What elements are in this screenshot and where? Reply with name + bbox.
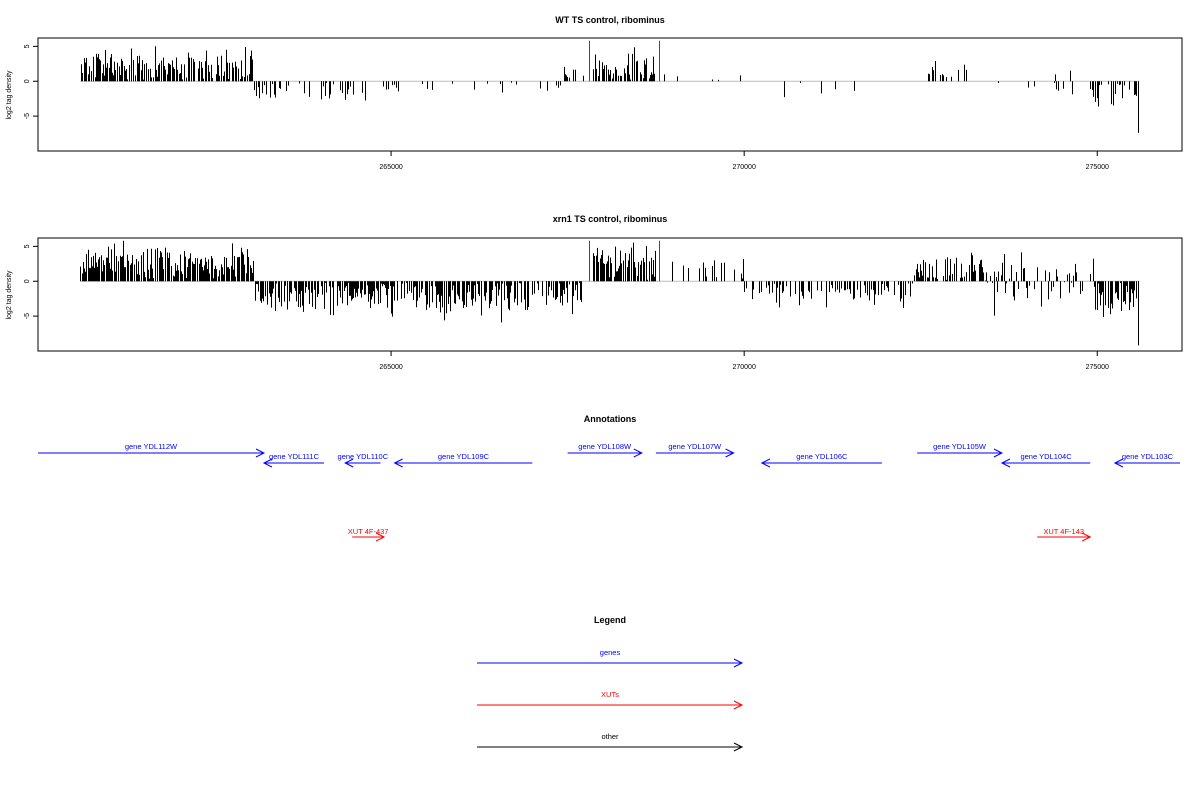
xut-layer: XUT 4F-437 XUT 4F-143 (348, 527, 1092, 542)
gene-label: gene YDL105W (933, 442, 987, 451)
y-tick-label: 0 (24, 79, 31, 83)
gene-label: gene YDL111C (269, 452, 320, 461)
legend-item: XUTs (477, 690, 744, 710)
wt-density-panel: WT TS control, ribominus log2 tag densit… (6, 15, 1183, 171)
legend-item: genes (477, 648, 744, 668)
legend-title: Legend (594, 615, 626, 625)
legend-item-label: genes (600, 648, 621, 657)
legend-item-label: other (601, 732, 619, 741)
gene-label: gene YDL109C (438, 452, 490, 461)
gene-label: gene YDL107W (668, 442, 722, 451)
gene-arrow: gene YDL112W (38, 442, 266, 458)
xut-label: XUT 4F-143 (1043, 527, 1084, 536)
legend-items: genes XUTs other (477, 648, 744, 752)
y-axis-label: log2 tag density (6, 270, 13, 320)
gene-arrow: gene YDL106C (760, 452, 882, 468)
x-tick-label: 275000 (1086, 164, 1109, 171)
legend-item: other (477, 732, 744, 752)
spike-layer (589, 40, 660, 82)
gene-label: gene YDL106C (796, 452, 848, 461)
bar-layer (80, 240, 1140, 346)
gene-layer: gene YDL112W gene YDL111C gene YDL110C gene… (38, 442, 1180, 468)
gene-arrow: gene YDL111C (262, 452, 324, 468)
gene-arrow: gene YDL109C (393, 452, 533, 468)
x-tick-label: 270000 (732, 364, 755, 371)
panel-title: xrn1 TS control, ribominus (553, 214, 668, 224)
y-tick-label: -5 (24, 113, 31, 119)
gene-label: gene YDL104C (1020, 452, 1072, 461)
x-tick-label: 270000 (732, 164, 755, 171)
panel-title: WT TS control, ribominus (555, 15, 665, 25)
gene-arrow: gene YDL108W (567, 442, 643, 458)
plot-frame (37, 37, 1183, 152)
gene-label: gene YDL110C (338, 452, 389, 461)
xut-arrow: XUT 4F-143 (1037, 527, 1092, 542)
gene-label: gene YDL103C (1122, 452, 1174, 461)
annotations-title: Annotations (584, 414, 637, 424)
y-tick-label: 5 (24, 244, 31, 248)
y-tick-label: 0 (24, 279, 31, 283)
y-axis-label: log2 tag density (6, 70, 13, 120)
gene-label: gene YDL112W (125, 442, 178, 451)
legend-item-label: XUTs (601, 690, 619, 699)
bar-layer (80, 46, 1140, 133)
gene-arrow: gene YDL103C (1113, 452, 1180, 468)
xrn1-density-panel: xrn1 TS control, ribominus log2 tag dens… (6, 214, 1183, 371)
spike-layer (589, 240, 660, 282)
gene-arrow: gene YDL110C (338, 452, 389, 468)
axis-layer: 265000 270000 275000 5 0 -5 (24, 244, 1109, 371)
gene-arrow: gene YDL107W (655, 442, 735, 458)
x-tick-label: 265000 (379, 364, 402, 371)
y-tick-label: -5 (24, 313, 31, 319)
gene-label: gene YDL108W (578, 442, 632, 451)
plot-frame (37, 237, 1183, 352)
gene-arrow: gene YDL104C (1000, 452, 1091, 468)
x-tick-label: 265000 (379, 164, 402, 171)
x-tick-label: 275000 (1086, 364, 1109, 371)
axis-layer: 265000 270000 275000 5 0 -5 (24, 44, 1109, 171)
gene-arrow: gene YDL105W (917, 442, 1004, 458)
xut-label: XUT 4F-437 (348, 527, 389, 536)
y-tick-label: 5 (24, 44, 31, 48)
legend: Legend genes XUTs other (477, 615, 744, 752)
xut-arrow: XUT 4F-437 (348, 527, 389, 542)
